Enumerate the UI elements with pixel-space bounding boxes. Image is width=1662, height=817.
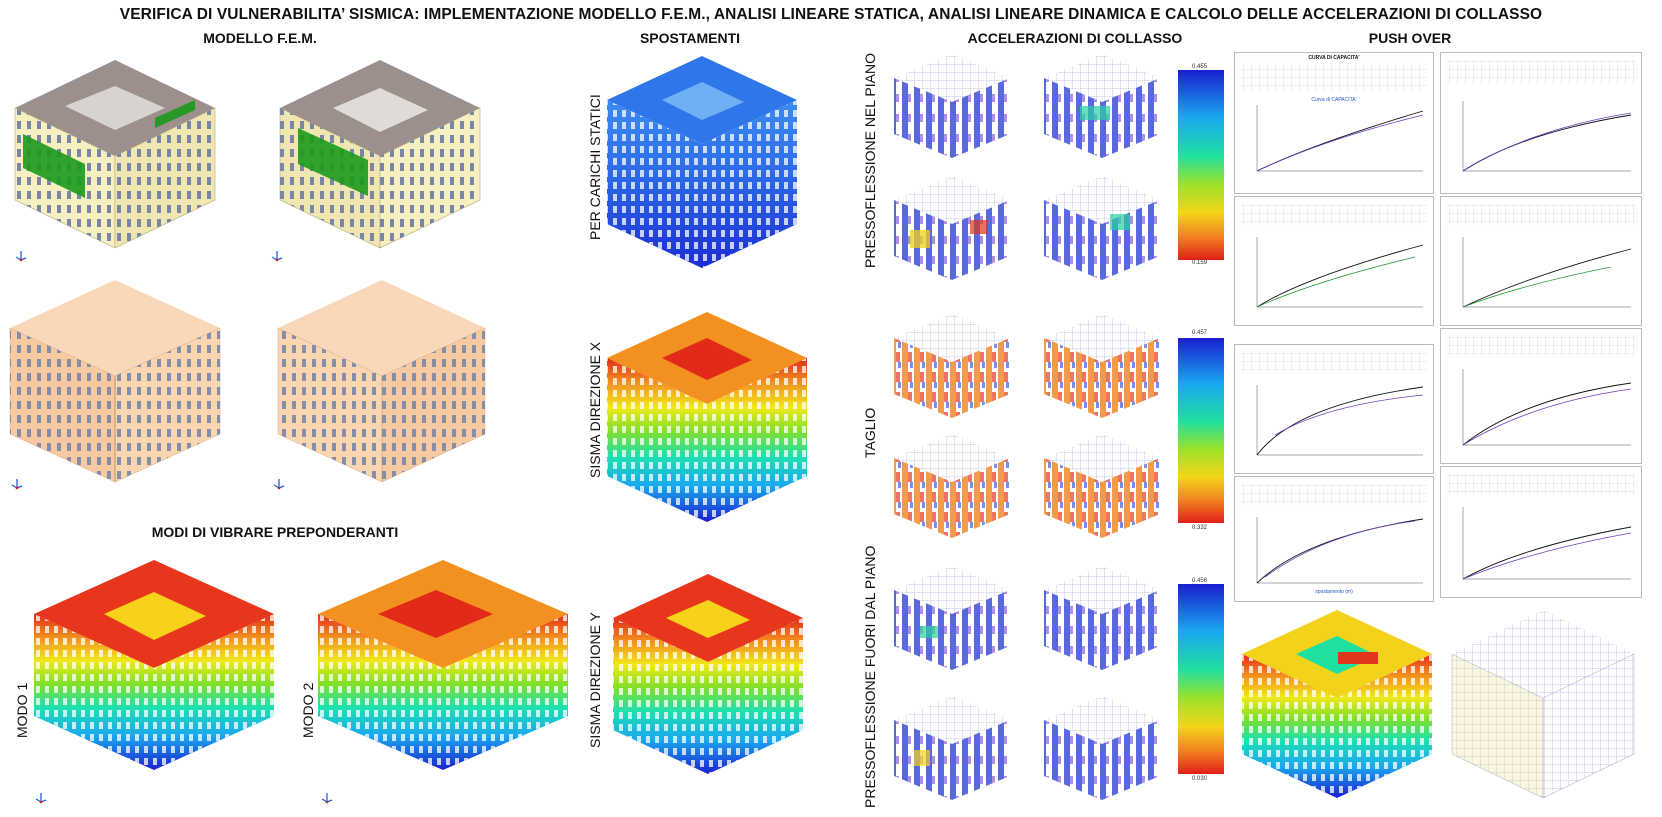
collapse-inplane-view-3 [890,170,1015,285]
collapse-shear-view-1 [890,308,1015,423]
section-title-fem: MODELLO F.E.M. [203,30,317,46]
collapse-outplane-view-4 [1040,690,1165,805]
displacement-sisma-x-view [602,304,812,529]
collapse-inplane-view-2 [1040,48,1165,163]
sheet-x-axis: spostamento (m) [1315,589,1353,595]
collapse-outplane-view-3 [890,690,1015,805]
pushover-sheet [1440,52,1642,194]
fem-model-view-1 [5,48,225,263]
section-title-pushover: PUSH OVER [1368,30,1452,46]
mode-1-contour-view [34,552,284,777]
fem-transparent-view-2 [270,272,495,497]
axis-triad-icon [270,248,284,262]
color-scale-bar-3 [1178,584,1224,774]
axis-triad-icon [14,248,28,262]
pushover-sheet [1440,466,1642,598]
collapse-shear-view-2 [1040,308,1165,423]
pushover-sheet [1440,328,1642,464]
scale-3-min: 0.030 [1192,776,1208,782]
section-title-modi: MODI DI VIBRARE PREPONDERANTI [151,524,399,540]
pushover-wireframe-view [1448,604,1638,804]
sheet-header: CURVA DI CAPACITA' [1308,55,1360,61]
label-sisma-y: SISMA DIREZIONE Y [587,612,603,748]
fem-model-view-2 [268,48,493,263]
label-modo-1: MODO 1 [14,682,30,738]
collapse-shear-view-3 [890,428,1015,543]
collapse-outplane-view-1 [890,560,1015,675]
axis-triad-icon [272,476,286,490]
label-pressoflessione-piano: PRESSOFLESSIONE NEL PIANO [862,53,878,268]
axis-triad-icon [34,790,48,804]
pushover-sheet [1234,196,1434,326]
pushover-contour-view [1238,604,1436,804]
label-carichi-statici: PER CARICHI STATICI [587,94,603,240]
scale-2-max: 0.457 [1192,330,1208,336]
displacement-static-view [602,48,802,276]
section-title-collasso: ACCELERAZIONI DI COLLASSO [967,30,1183,46]
collapse-outplane-view-2 [1040,560,1165,675]
pushover-sheet: CURVA DI CAPACITA' Curva di CAPACITA' [1234,52,1434,194]
displacement-sisma-y-view [608,566,808,781]
color-scale-bar-2 [1178,338,1224,523]
color-scale-bar-1 [1178,70,1224,260]
collapse-shear-view-4 [1040,428,1165,543]
section-title-spostamenti: SPOSTAMENTI [639,30,741,46]
pushover-sheet [1234,344,1434,474]
pushover-sheet: spostamento (m) [1234,476,1434,602]
scale-1-max: 0.455 [1192,64,1208,70]
mode-2-contour-view [318,552,573,777]
label-taglio: TAGLIO [862,407,878,458]
label-pressoflessione-fuori: PRESSOFLESSIONE FUORI DAL PIANO [862,545,878,808]
pushover-sheet [1440,196,1642,326]
scale-2-min: 0.332 [1192,525,1208,531]
sheet-curve-label: Curva di CAPACITA' [1311,97,1357,103]
collapse-inplane-view-4 [1040,170,1165,285]
collapse-inplane-view-1 [890,48,1015,163]
fem-transparent-view-1 [5,272,230,497]
scale-1-min: 0.159 [1192,260,1208,266]
scale-3-max: 0.456 [1192,578,1208,584]
axis-triad-icon [320,790,334,804]
label-sisma-x: SISMA DIREZIONE X [587,341,603,478]
axis-triad-icon [10,476,24,490]
label-modo-2: MODO 2 [300,682,316,738]
main-title: VERIFICA DI VULNERABILITA’ SISMICA: IMPL… [119,6,1543,23]
